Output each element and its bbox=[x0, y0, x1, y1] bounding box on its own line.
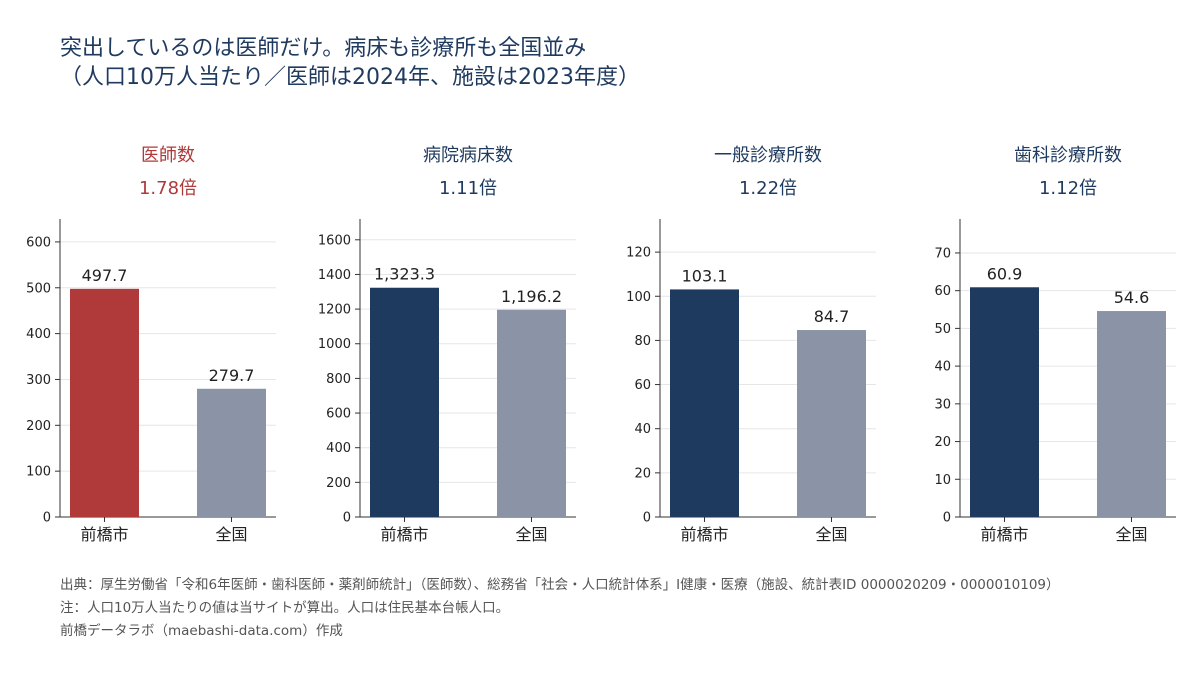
y-tick-label: 600 bbox=[326, 407, 351, 422]
bar bbox=[370, 287, 439, 517]
x-tick-label: 全国 bbox=[1115, 525, 1147, 544]
y-tick-label: 1200 bbox=[318, 303, 351, 318]
bar bbox=[497, 309, 566, 517]
y-tick-label: 50 bbox=[934, 322, 951, 337]
data-label: 1,323.3 bbox=[374, 265, 435, 284]
y-tick-label: 100 bbox=[26, 465, 51, 480]
x-tick-label: 前橋市 bbox=[680, 525, 728, 544]
bar bbox=[797, 330, 866, 517]
x-tick-label: 前橋市 bbox=[980, 525, 1028, 544]
y-tick-label: 1000 bbox=[318, 337, 351, 352]
panel-ratio-hospital-beds: 1.11倍 bbox=[438, 178, 498, 199]
bar bbox=[70, 288, 139, 517]
chart-title: 突出しているのは医師だけ。病床も診療所も全国並み （人口10万人当たり／医師は2… bbox=[60, 34, 640, 92]
y-tick-label: 400 bbox=[26, 327, 51, 342]
panel-header-doctors: 医師数 1.78倍 bbox=[68, 145, 268, 200]
y-tick-label: 400 bbox=[326, 441, 351, 456]
y-tick-label: 100 bbox=[626, 290, 651, 305]
bar bbox=[1097, 311, 1166, 517]
panel-ratio-dental-clinics: 1.12倍 bbox=[1038, 178, 1098, 199]
data-label: 497.7 bbox=[82, 266, 128, 285]
x-tick-label: 全国 bbox=[815, 525, 847, 544]
x-tick-label: 全国 bbox=[215, 525, 247, 544]
data-label: 103.1 bbox=[682, 266, 728, 285]
bar bbox=[670, 289, 739, 517]
y-tick-label: 0 bbox=[43, 511, 51, 526]
y-tick-label: 30 bbox=[934, 397, 951, 412]
chart-title-line2: （人口10万人当たり／医師は2024年、施設は2023年度） bbox=[60, 65, 640, 90]
bar bbox=[197, 388, 266, 517]
panel-header-general-clinics: 一般診療所数 1.22倍 bbox=[668, 145, 868, 200]
x-tick-label: 全国 bbox=[515, 525, 547, 544]
y-tick-label: 70 bbox=[934, 246, 951, 261]
panel-ratio-general-clinics: 1.22倍 bbox=[738, 178, 798, 199]
y-tick-label: 300 bbox=[26, 373, 51, 388]
y-tick-label: 800 bbox=[326, 372, 351, 387]
y-tick-label: 0 bbox=[343, 511, 351, 526]
data-label: 54.6 bbox=[1114, 288, 1150, 307]
y-tick-label: 600 bbox=[26, 235, 51, 250]
panel-title-hospital-beds: 病院病床数 bbox=[423, 145, 513, 166]
footer-credit: 前橋データラボ（maebashi-data.com）作成 bbox=[60, 623, 343, 639]
y-tick-label: 0 bbox=[643, 511, 651, 526]
y-tick-label: 500 bbox=[26, 281, 51, 296]
y-tick-label: 0 bbox=[943, 511, 951, 526]
data-label: 1,196.2 bbox=[501, 287, 562, 306]
y-tick-label: 10 bbox=[934, 473, 951, 488]
panel-title-general-clinics: 一般診療所数 bbox=[714, 145, 822, 166]
data-label: 60.9 bbox=[987, 264, 1023, 283]
y-tick-label: 60 bbox=[634, 378, 651, 393]
panel-header-hospital-beds: 病院病床数 1.11倍 bbox=[368, 145, 568, 200]
x-tick-label: 前橋市 bbox=[380, 525, 428, 544]
y-tick-label: 20 bbox=[934, 435, 951, 450]
panel-title-doctors: 医師数 bbox=[141, 145, 195, 166]
y-tick-label: 200 bbox=[326, 476, 351, 491]
y-tick-label: 80 bbox=[634, 334, 651, 349]
footer-note: 注：人口10万人当たりの値は当サイトが算出。人口は住民基本台帳人口。 bbox=[60, 600, 510, 616]
y-tick-label: 40 bbox=[934, 360, 951, 375]
y-tick-label: 120 bbox=[626, 246, 651, 261]
data-label: 84.7 bbox=[814, 307, 850, 326]
panel-header-dental-clinics: 歯科診療所数 1.12倍 bbox=[968, 145, 1168, 200]
y-tick-label: 200 bbox=[26, 419, 51, 434]
y-tick-label: 60 bbox=[934, 284, 951, 299]
y-tick-label: 1600 bbox=[318, 233, 351, 248]
x-tick-label: 前橋市 bbox=[80, 525, 128, 544]
y-tick-label: 20 bbox=[634, 466, 651, 481]
bar bbox=[970, 287, 1039, 517]
footer-source: 出典：厚生労働省「令和6年医師・歯科医師・薬剤師統計」（医師数）、総務省「社会・… bbox=[60, 577, 1060, 593]
chart-title-line1: 突出しているのは医師だけ。病床も診療所も全国並み bbox=[60, 36, 587, 61]
data-label: 279.7 bbox=[209, 366, 255, 385]
panel-ratio-doctors: 1.78倍 bbox=[138, 178, 198, 199]
y-tick-label: 40 bbox=[634, 422, 651, 437]
footer: 出典：厚生労働省「令和6年医師・歯科医師・薬剤師統計」（医師数）、総務省「社会・… bbox=[60, 574, 1060, 643]
y-tick-label: 1400 bbox=[318, 268, 351, 283]
panel-title-dental-clinics: 歯科診療所数 bbox=[1014, 145, 1122, 166]
